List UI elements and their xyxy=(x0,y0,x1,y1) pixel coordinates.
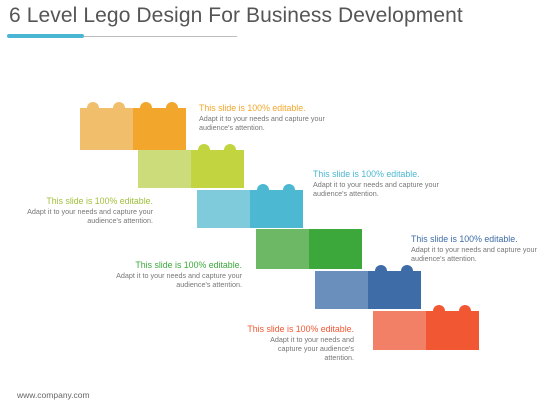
brick-right-half xyxy=(426,311,479,350)
brick-right-half xyxy=(133,108,186,150)
brick-stud xyxy=(283,184,295,192)
brick-stud xyxy=(113,102,125,110)
caption-navy: This slide is 100% editable. Adapt it to… xyxy=(411,234,560,263)
caption-heading: This slide is 100% editable. xyxy=(199,103,306,113)
footer-url: www.company.com xyxy=(17,390,90,400)
lego-brick-olive xyxy=(138,144,244,188)
brick-right-half xyxy=(368,271,421,309)
lego-brick-orange xyxy=(80,102,186,150)
brick-left-half xyxy=(197,190,250,228)
caption-body: Adapt it to your needs and capture your … xyxy=(199,114,325,132)
caption-green: This slide is 100% editable. Adapt it to… xyxy=(92,260,242,289)
caption-body: Adapt it to your needs and capture your … xyxy=(270,335,354,362)
brick-stud xyxy=(433,305,445,313)
caption-orange: This slide is 100% editable. Adapt it to… xyxy=(199,103,349,132)
caption-heading: This slide is 100% editable. xyxy=(313,169,420,179)
caption-blue: This slide is 100% editable. Adapt it to… xyxy=(313,169,463,198)
brick-left-half xyxy=(138,150,191,188)
lego-brick-green xyxy=(256,229,362,269)
brick-stud xyxy=(224,144,236,152)
title-underline-accent xyxy=(7,34,84,38)
brick-stud xyxy=(459,305,471,313)
brick-stud xyxy=(375,265,387,273)
brick-stud xyxy=(198,144,210,152)
brick-stud xyxy=(87,102,99,110)
brick-stud xyxy=(166,102,178,110)
brick-stud xyxy=(140,102,152,110)
caption-red: This slide is 100% editable. Adapt it to… xyxy=(204,324,354,362)
brick-right-half xyxy=(250,190,303,228)
caption-heading: This slide is 100% editable. xyxy=(247,324,354,334)
caption-heading: This slide is 100% editable. xyxy=(135,260,242,270)
lego-brick-blue xyxy=(197,184,303,228)
brick-left-half xyxy=(256,229,309,269)
brick-right-half xyxy=(191,150,244,188)
brick-stud xyxy=(257,184,269,192)
brick-stud xyxy=(401,265,413,273)
brick-left-half xyxy=(80,108,133,150)
lego-brick-navy xyxy=(315,265,421,309)
page-title: 6 Level Lego Design For Business Develop… xyxy=(9,4,463,27)
lego-brick-red xyxy=(373,305,479,350)
caption-heading: This slide is 100% editable. xyxy=(46,196,153,206)
caption-olive: This slide is 100% editable. Adapt it to… xyxy=(3,196,153,225)
caption-body: Adapt it to your needs and capture your … xyxy=(27,207,153,225)
caption-body: Adapt it to your needs and capture your … xyxy=(116,271,242,289)
caption-heading: This slide is 100% editable. xyxy=(411,234,518,244)
title-underline-rule xyxy=(84,35,237,37)
brick-left-half xyxy=(373,311,426,350)
brick-right-half xyxy=(309,229,362,269)
caption-body: Adapt it to your needs and capture your … xyxy=(411,245,537,263)
caption-body: Adapt it to your needs and capture your … xyxy=(313,180,439,198)
brick-left-half xyxy=(315,271,368,309)
